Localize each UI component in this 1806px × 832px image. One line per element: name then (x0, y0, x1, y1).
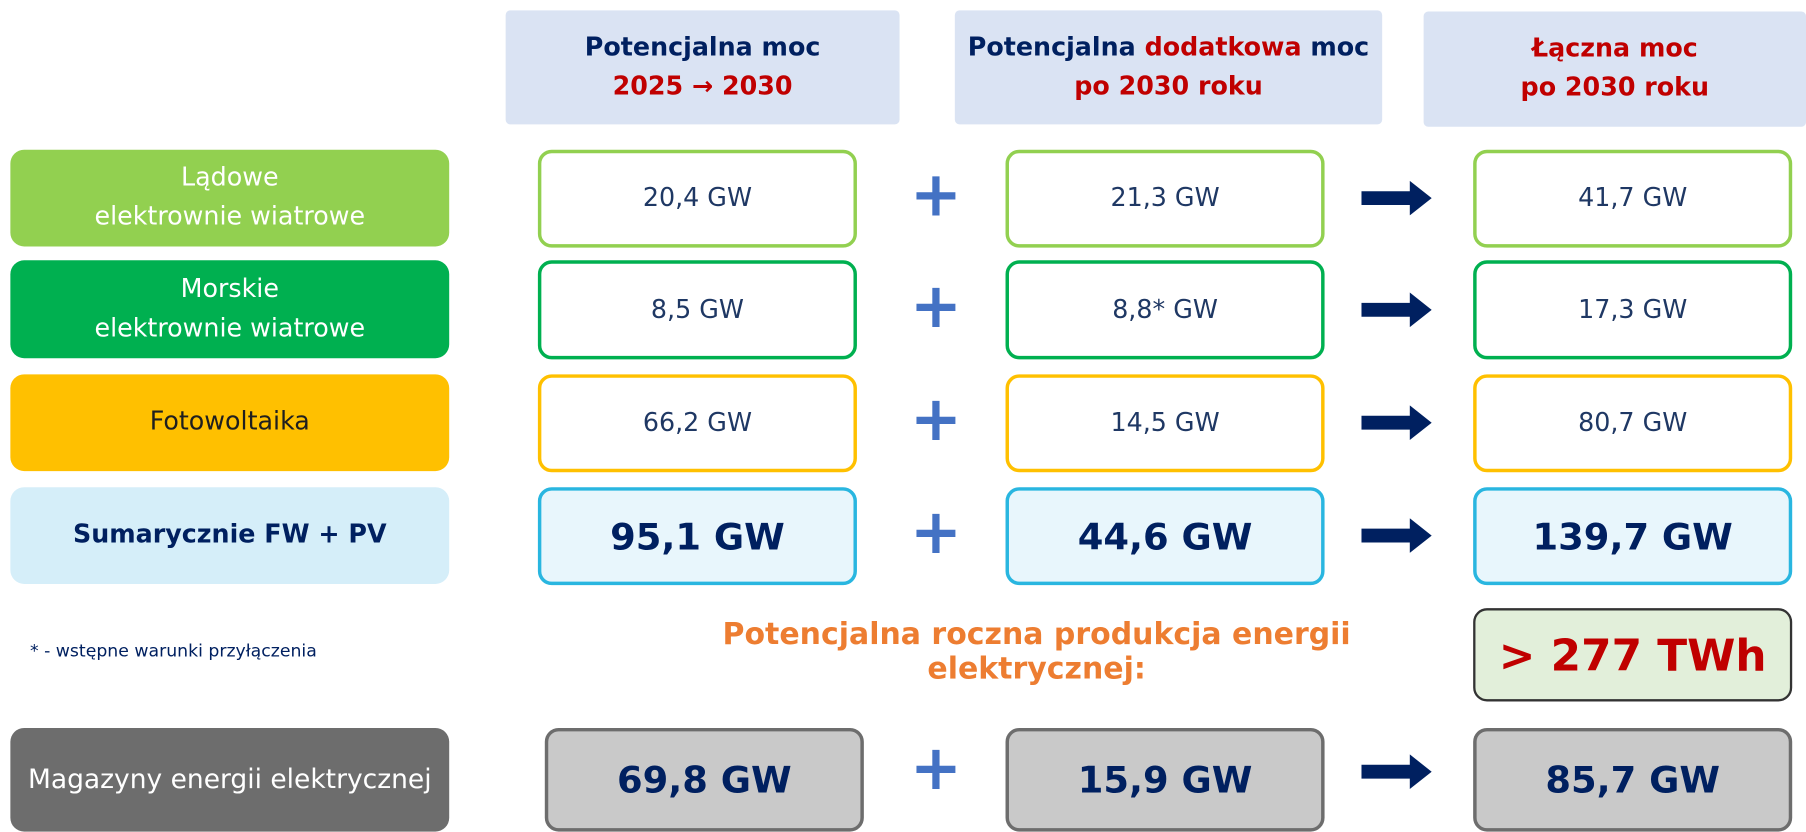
arrow (1361, 754, 1432, 789)
plus-sign: + (909, 268, 963, 342)
value-cell: 8,5 GW (537, 260, 857, 360)
arrow (1361, 405, 1432, 440)
value-cell: 14,5 GW (1005, 374, 1325, 473)
header-line: po 2030 roku (1074, 67, 1263, 106)
value-cell: 20,4 GW (537, 149, 857, 248)
header-text: Łączna moc (1531, 34, 1698, 64)
header-text: dodatkowa (1144, 32, 1302, 62)
arrow (1361, 180, 1432, 216)
header-text: po 2030 roku (1520, 73, 1710, 103)
arrow (1361, 291, 1432, 327)
header-line: po 2030 roku (1521, 69, 1710, 108)
header-line: Potencjalna moc (585, 28, 821, 67)
arrow-shape (1361, 405, 1432, 440)
header-text: 2025 → 2030 (612, 71, 793, 101)
footnote: * - wstępne warunki przyłączenia (29, 640, 317, 662)
arrow-shape (1361, 180, 1432, 216)
value-cell: 21,3 GW (1005, 149, 1325, 248)
value-cell: 8,8* GW (1005, 260, 1325, 360)
column-header: Potencjalna dodatkowa moc po 2030 roku (954, 10, 1383, 125)
plus-sign: + (909, 731, 963, 804)
plus-sign: + (909, 382, 963, 455)
row-label: Morskie elektrownie wiatrowe (10, 260, 450, 359)
sum-value: 95,1 GW (537, 487, 857, 586)
header-text: Potencjalna (967, 32, 1145, 62)
arrow-shape (1361, 518, 1432, 553)
storage-value: 85,7 GW (1473, 727, 1793, 832)
value-cell: 41,7 GW (1473, 149, 1793, 248)
header-line: Łączna moc (1532, 30, 1698, 69)
storage-value: 69,8 GW (544, 727, 864, 832)
header-text: Potencjalna moc (584, 32, 821, 62)
value-cell: 66,2 GW (537, 374, 857, 473)
value-cell: 17,3 GW (1473, 260, 1793, 360)
arrow-shape (1361, 754, 1432, 789)
row-label: Sumarycznie FW + PV (10, 487, 450, 584)
production-value: > 277 TWh (1473, 608, 1793, 702)
sum-value: 44,6 GW (1005, 487, 1325, 586)
plus-sign: + (909, 495, 963, 568)
header-line: 2025 → 2030 (613, 67, 793, 106)
arrow (1361, 518, 1432, 553)
production-label: Potencjalna roczna produkcja energii ele… (722, 617, 1351, 687)
row-label: Fotowoltaika (10, 374, 450, 472)
column-header: Potencjalna moc 2025 → 2030 (505, 10, 900, 125)
arrow-shape (1361, 291, 1432, 327)
row-label: Lądowe elektrownie wiatrowe (10, 149, 450, 247)
storage-value: 15,9 GW (1005, 727, 1325, 832)
plus-sign: + (909, 157, 963, 231)
storage-label: Magazyny energii elektrycznej (10, 727, 450, 832)
value-cell: 80,7 GW (1473, 374, 1793, 473)
header-line: Potencjalna dodatkowa moc (968, 28, 1369, 67)
header-text: moc (1301, 32, 1370, 62)
sum-value: 139,7 GW (1473, 487, 1793, 586)
column-header: Łączna moc po 2030 roku (1423, 11, 1806, 127)
header-text: po 2030 roku (1074, 71, 1263, 101)
